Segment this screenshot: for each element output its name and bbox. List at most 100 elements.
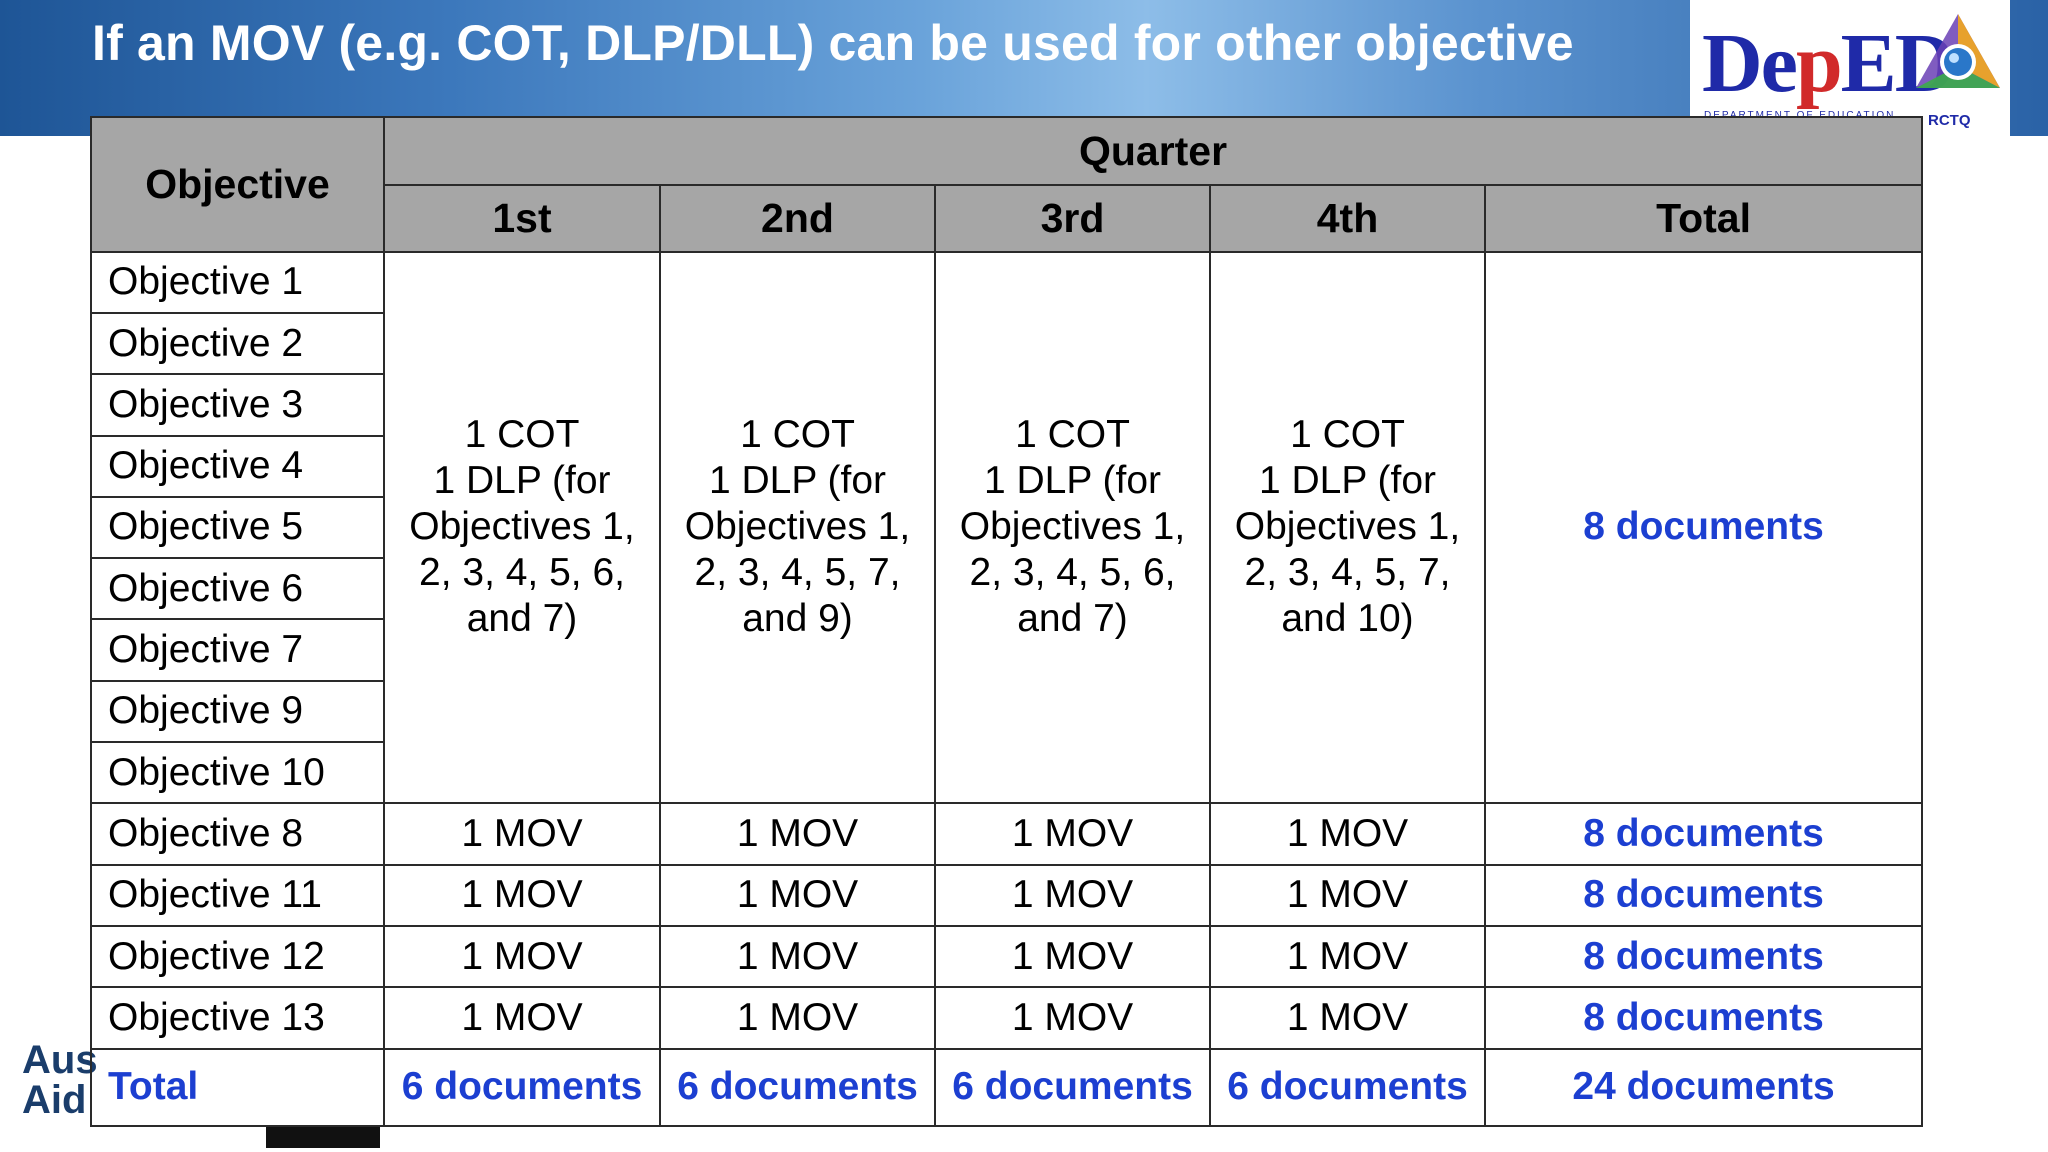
cell-total: 8 documents [1483, 863, 1924, 927]
cell-q3: 1 MOV [934, 802, 1211, 866]
cell-line: Objectives 1, [409, 505, 635, 549]
cell-line: Objectives 1, [959, 505, 1186, 549]
header-q2: 2nd [659, 184, 936, 253]
cell-q3: 1 MOV [934, 924, 1211, 989]
logo-program-label: RCTQ [1928, 112, 1971, 129]
table-row: Objective 4 [90, 434, 1922, 498]
table-row: Objective 3 [90, 373, 1922, 437]
objective-label: Objective 7 [90, 618, 385, 682]
table-row: Objective 9 [90, 679, 1922, 744]
header-q1: 1st [383, 184, 661, 253]
cell-line: 1 DLP (for [433, 459, 611, 503]
objective-label: Objective 9 [90, 679, 385, 744]
header-q3: 3rd [934, 184, 1211, 253]
cell-line: 1 COT [464, 413, 580, 457]
objective-label: Objective 2 [90, 311, 385, 376]
group-cell-q4: 1 COT 1 DLP (for Objectives 1, 2, 3, 4, … [1209, 250, 1486, 805]
mov-table: Objective Quarter 1st 2nd 3rd 4th Total … [90, 115, 1924, 1128]
totals-row: Total 6 documents 6 documents 6 document… [90, 1047, 1924, 1128]
ausaid-logo-line: Aus [22, 1038, 98, 1082]
objective-label: Objective 8 [90, 802, 385, 866]
total-grand: 24 documents [1483, 1047, 1924, 1128]
total-q3: 6 documents [934, 1047, 1211, 1128]
cell-line: 1 COT [1015, 413, 1130, 457]
rctq-emblem-icon [1916, 14, 2000, 88]
table-row: Objective 5 [90, 495, 1922, 560]
table-row: Objective 6 [90, 557, 1922, 621]
cell-line: 1 COT [740, 413, 855, 457]
cell-line: 2, 3, 4, 5, 6, [969, 551, 1176, 595]
cell-line: Objectives 1, [1234, 505, 1461, 549]
cell-total: 8 documents [1483, 924, 1924, 989]
cell-line: and 9) [742, 597, 853, 641]
cell-line: 1 COT [1290, 413, 1405, 457]
ausaid-logo-line: Aid [22, 1078, 87, 1122]
objective-label: Objective 11 [90, 863, 385, 927]
table-row: Objective 1 1 COT 1 DLP (for Objectives … [90, 250, 1924, 805]
total-q4: 6 documents [1209, 1047, 1486, 1128]
cell-q2: 1 MOV [659, 802, 936, 866]
logo-subtext: DEPARTMENT OF EDUCATION [1704, 110, 1896, 121]
table-row: Objective 8 1 MOV 1 MOV 1 MOV 1 MOV 8 do… [90, 802, 1924, 866]
group-cell-q3: 1 COT 1 DLP (for Objectives 1, 2, 3, 4, … [934, 250, 1211, 805]
slide-title: If an MOV (e.g. COT, DLP/DLL) can be use… [92, 15, 1574, 71]
header-row-quarter: Objective Quarter [90, 115, 1924, 253]
cell-line: and 7) [466, 597, 578, 641]
table-row: Objective 10 [90, 741, 1922, 805]
cell-line: and 7) [1017, 597, 1128, 641]
cell-q4: 1 MOV [1209, 802, 1486, 866]
cell-q4: 1 MOV [1209, 986, 1486, 1050]
cell-line: 1 DLP (for [708, 459, 887, 503]
objective-label: Objective 1 [90, 250, 385, 314]
objective-label: Objective 13 [90, 986, 385, 1050]
ausaid-logo: Aus Aid [22, 1040, 98, 1120]
cell-q3: 1 MOV [934, 863, 1211, 927]
table-row: Objective 11 1 MOV 1 MOV 1 MOV 1 MOV 8 d… [90, 863, 1924, 927]
group-cell-total: 8 documents [1483, 250, 1924, 805]
header-objective: Objective [90, 116, 385, 253]
objective-label: Objective 3 [90, 373, 385, 437]
totals-label: Total [90, 1047, 385, 1128]
cell-line: 2, 3, 4, 5, 7, [1244, 551, 1451, 595]
group-cell-q2: 1 COT 1 DLP (for Objectives 1, 2, 3, 4, … [659, 250, 936, 805]
cell-q3: 1 MOV [934, 986, 1211, 1050]
group-cell-q1: 1 COT 1 DLP (for Objectives 1, 2, 3, 4, … [383, 250, 661, 805]
deped-logo: DepED DEPARTMENT OF EDUCATION RCTQ [1690, 0, 2010, 136]
cell-line: 2, 3, 4, 5, 6, [419, 551, 625, 595]
table-row: Objective 12 1 MOV 1 MOV 1 MOV 1 MOV 8 d… [90, 924, 1924, 989]
cell-q4: 1 MOV [1209, 863, 1486, 927]
header-quarter: Quarter [382, 115, 1924, 187]
objective-label: Objective 6 [90, 557, 385, 621]
header-q4: 4th [1209, 184, 1486, 253]
cell-q1: 1 MOV [383, 986, 661, 1050]
mov-table-container: Objective Quarter 1st 2nd 3rd 4th Total … [90, 115, 1924, 1128]
cell-line: 2, 3, 4, 5, 7, [694, 551, 901, 595]
cell-q1: 1 MOV [383, 863, 661, 927]
table-row: Objective 2 [90, 311, 1922, 376]
objective-label: Objective 10 [90, 741, 385, 805]
cell-q1: 1 MOV [383, 924, 661, 989]
cell-line: 1 DLP (for [983, 459, 1162, 503]
logo-wordmark-part: De [1702, 17, 1798, 110]
table-row: Objective 7 [90, 618, 1922, 682]
objective-label: Objective 12 [90, 924, 385, 989]
cell-line: and 10) [1281, 597, 1414, 641]
cell-total: 8 documents [1483, 986, 1924, 1050]
objective-label: Objective 4 [90, 434, 385, 498]
objective-label: Objective 5 [90, 495, 385, 560]
header-total: Total [1483, 184, 1924, 253]
header-row-periods: 1st 2nd 3rd 4th Total [91, 184, 1924, 253]
cell-q2: 1 MOV [659, 863, 936, 927]
cell-q1: 1 MOV [383, 802, 661, 866]
total-q2: 6 documents [659, 1047, 936, 1128]
cell-line: Objectives 1, [684, 505, 911, 549]
cell-q2: 1 MOV [659, 986, 936, 1050]
logo-wordmark-part: p [1795, 17, 1843, 110]
footer-logo-fragment [266, 1126, 380, 1148]
cell-total: 8 documents [1483, 802, 1924, 866]
cell-line: 1 DLP (for [1258, 459, 1437, 503]
table-row: Objective 13 1 MOV 1 MOV 1 MOV 1 MOV 8 d… [90, 986, 1924, 1050]
cell-q4: 1 MOV [1209, 924, 1486, 989]
total-q1: 6 documents [383, 1047, 661, 1128]
cell-q2: 1 MOV [659, 924, 936, 989]
